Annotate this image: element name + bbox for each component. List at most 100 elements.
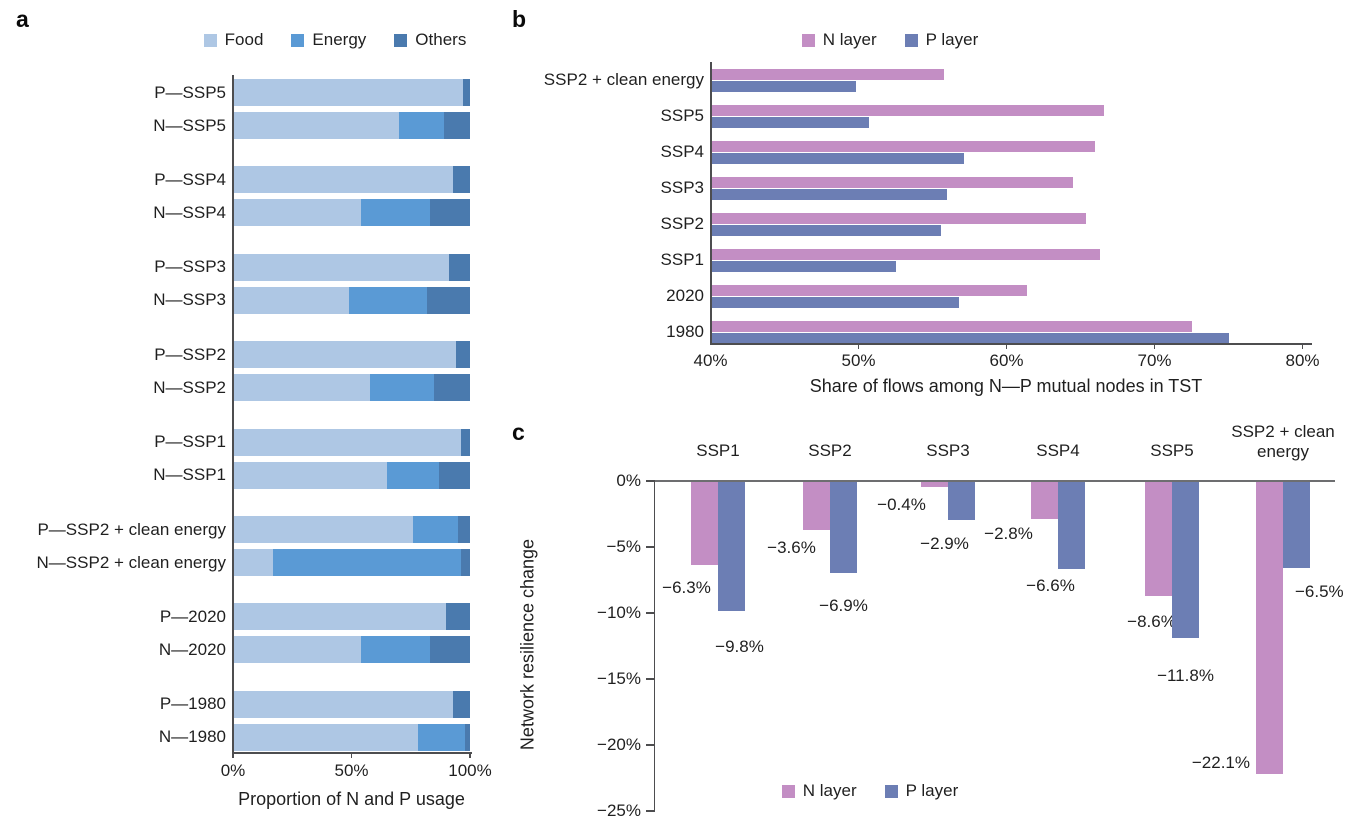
category-label: SSP2	[660, 214, 704, 233]
value-label: −9.8%	[715, 637, 764, 657]
n-layer-swatch	[781, 784, 795, 798]
bar-segment-food	[233, 79, 463, 106]
bar-p-layer	[710, 152, 964, 164]
p-layer-swatch	[884, 784, 898, 798]
column-header: SSP2 + clean energy	[1231, 422, 1335, 461]
category-label: P—SSP1	[154, 432, 226, 452]
legend-label-p-layer: P layer	[925, 30, 979, 49]
bar-p-layer	[710, 332, 1229, 344]
legend-label-food: Food	[224, 30, 264, 49]
stacked-bar	[233, 79, 470, 106]
bar-segment-others	[443, 112, 470, 139]
value-label: −0.4%	[877, 495, 926, 515]
panel-b-x-axis-title: Share of flows among N—P mutual nodes in…	[809, 376, 1203, 396]
column-header: SSP3	[926, 441, 970, 460]
bar-segment-food	[233, 374, 371, 402]
legend-item-others: Others	[394, 30, 466, 50]
category-label: P—2020	[159, 606, 226, 626]
y-tick-label: −5%	[606, 537, 642, 556]
bar-segment-food	[233, 723, 418, 751]
category-label: N—SSP1	[153, 465, 226, 485]
legend-item-p-layer: P layer	[904, 30, 979, 50]
legend-label-n-layer: N layer	[802, 781, 857, 800]
bar-segment-food	[233, 286, 350, 314]
value-label: −8.6%	[1127, 611, 1176, 631]
bar-segment-others	[458, 516, 470, 543]
category-label: SSP3	[660, 178, 704, 197]
bar-n-layer	[710, 284, 1028, 296]
column-header: SSP2	[808, 441, 852, 460]
bar-segment-food	[233, 341, 456, 369]
bar-n-layer	[1145, 482, 1172, 596]
category-label: 1980	[666, 322, 704, 341]
bar-segment-others	[427, 286, 470, 314]
category-label: N—1980	[158, 727, 226, 747]
bar-n-layer	[710, 140, 1096, 152]
bar-n-layer	[710, 104, 1105, 116]
y-tick-mark	[646, 744, 654, 746]
others-swatch	[394, 33, 408, 47]
panel-c-legend: N layer P layer	[670, 781, 1070, 801]
legend-label-p-layer: P layer	[905, 781, 959, 800]
stacked-bar	[233, 286, 470, 314]
bar-p-layer	[1058, 482, 1085, 570]
bar-segment-energy	[413, 516, 459, 543]
panel-b-letter: b	[512, 6, 527, 32]
bar-segment-energy	[349, 286, 428, 314]
x-tick-mark	[350, 752, 353, 758]
category-label: P—SSP3	[154, 257, 226, 277]
value-label: −11.8%	[1157, 665, 1214, 685]
bar-segment-others	[453, 690, 470, 718]
category-label: SSP4	[660, 142, 704, 161]
bar-p-layer	[1283, 482, 1310, 568]
y-tick-mark	[646, 678, 654, 680]
y-tick-label: −25%	[597, 801, 641, 820]
y-tick-label: −20%	[597, 735, 641, 754]
bar-n-layer	[710, 320, 1192, 332]
bar-n-layer	[710, 176, 1074, 188]
x-tick-label: 70%	[1137, 351, 1172, 370]
bar-n-layer	[1256, 482, 1283, 774]
stacked-bar	[233, 516, 470, 543]
bar-p-layer	[830, 482, 857, 574]
x-tick-label: 80%	[1285, 351, 1320, 370]
category-label: SSP2 + clean energy	[543, 70, 704, 89]
bar-segment-food	[233, 428, 461, 456]
bar-segment-energy	[398, 112, 444, 139]
y-tick-mark	[646, 810, 654, 812]
category-label: N—SSP2 + clean energy	[36, 552, 226, 572]
bar-p-layer	[948, 482, 975, 521]
bar-segment-food	[233, 199, 361, 227]
value-label: −22.1%	[1191, 752, 1250, 772]
bar-p-layer	[710, 260, 896, 272]
category-label: N—SSP5	[153, 115, 226, 135]
category-label: P—SSP5	[154, 82, 226, 102]
legend-item-energy: Energy	[291, 30, 366, 50]
column-header: SSP1	[696, 441, 740, 460]
x-tick-label: 0%	[220, 761, 246, 780]
panel-b-x-axis-line	[710, 343, 1312, 345]
legend-label-others: Others	[415, 30, 467, 49]
value-label: −6.3%	[662, 578, 711, 598]
category-label: 2020	[666, 286, 704, 305]
category-label: P—1980	[159, 694, 226, 714]
y-tick-mark	[646, 480, 654, 482]
value-label: −6.5%	[1295, 581, 1344, 601]
bar-segment-others	[462, 79, 470, 106]
bar-segment-food	[233, 603, 447, 631]
bar-segment-food	[233, 549, 274, 576]
x-tick-label: 60%	[989, 351, 1024, 370]
bar-segment-others	[439, 461, 470, 489]
bar-p-layer	[710, 296, 960, 308]
x-tick-label: 50%	[334, 761, 369, 780]
bar-p-layer	[710, 80, 856, 92]
bar-n-layer	[803, 482, 830, 530]
stacked-bar	[233, 374, 470, 402]
bar-segment-food	[233, 253, 449, 281]
column-header: SSP5	[1150, 441, 1194, 460]
bar-p-layer	[710, 224, 942, 236]
bar-segment-others	[455, 341, 470, 369]
y-tick-label: 0%	[616, 471, 641, 490]
